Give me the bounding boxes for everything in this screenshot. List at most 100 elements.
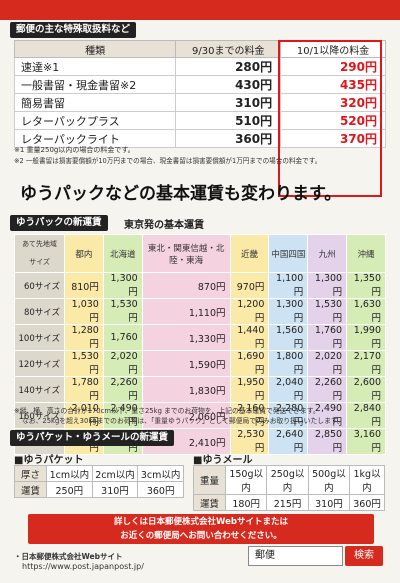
headline: ゆうパックなどの基本運賃も変わります。 — [20, 184, 342, 204]
yupack-note-2: なお、25kgを超え30kgまでのお荷物は、「重量ゆうパック」として郵便局でのみ… — [22, 417, 344, 425]
region-header: 中国四国 — [268, 234, 309, 273]
rate-cell: 1,630円 — [346, 298, 386, 325]
rate-cell: 1,780円 — [64, 376, 104, 403]
rate-row: 160サイズ 2,010円 2,490円 2,060円 2,160円 2,280円 2,49… — [14, 402, 386, 429]
packet-size: 2cm以内 — [91, 465, 139, 482]
size-label: 80サイズ — [14, 298, 65, 325]
top-header-bar — [0, 0, 400, 20]
fee-type: レターパックライト — [13, 129, 177, 148]
rate-cell: 1,990円 — [346, 324, 386, 351]
rate-cell: 810円 — [64, 272, 104, 299]
region-header: 北海道 — [102, 234, 143, 273]
corner-cell: あて先地域 サイズ — [14, 234, 65, 273]
rate-cell: 1,110円 — [141, 298, 231, 325]
rate-cell: 2,640円 — [268, 428, 309, 455]
mail-table: 重量 150g以内 250g以内 500g以内 1kg以内 運賃 180円 215円 310円… — [193, 465, 385, 511]
rate-cell: 870円 — [141, 272, 231, 299]
col-header-old: 9/30までの料金 — [175, 40, 282, 58]
region-header: 九州 — [307, 234, 348, 273]
mail-weight: 150g以内 — [224, 465, 268, 495]
fee-table: 種類 9/30までの料金 10/1以降の料金 速達※1 280円 290円 一般書留・… — [13, 40, 386, 148]
fee-old: 280円 — [175, 57, 282, 76]
region-header: 東北・関東信越・北陸・東海 — [141, 234, 231, 273]
rate-cell: 2,260円 — [102, 376, 143, 403]
corner-bottom-label: サイズ — [29, 258, 50, 266]
region-header: 都内 — [64, 234, 104, 273]
search-button[interactable]: 検索 — [345, 546, 383, 566]
yupack-rate-table: あて先地域 サイズ 都内 北海道 東北・関東信越・北陸・東海 近畿 中国四国 九州 沖縄 6… — [14, 234, 386, 455]
size-label: 120サイズ — [14, 350, 65, 377]
rate-cell: 2,840円 — [346, 402, 386, 429]
fee-note-2: ※2 一般書留は損害要償額が10万円までの場合、現金書留は損害要償額が1万円まで… — [14, 157, 322, 165]
fee-type: 一般書留・現金書留※2 — [13, 75, 177, 94]
packet-price: 250円 — [46, 481, 93, 498]
mail-weight: 250g以内 — [266, 465, 309, 495]
banner-line-1: 詳しくは日本郵便株式会社Webサイトまたは — [114, 517, 288, 527]
yupack-note-1: ※縦、横、高さの合計が170cm以下、重さ25kg までのお荷物を、上記の基本運… — [14, 407, 320, 415]
new-fee-highlight — [278, 40, 382, 197]
mail-weight: 500g以内 — [307, 465, 351, 495]
fee-row: レターパックライト 360円 370円 — [13, 129, 386, 148]
region-header: 近畿 — [229, 234, 270, 273]
size-label: 160サイズ — [14, 402, 65, 429]
fee-new: 435円 — [280, 75, 386, 94]
mail-price: 215円 — [266, 494, 309, 511]
packet-price: 360円 — [137, 481, 184, 498]
rate-cell: 1,350円 — [346, 272, 386, 299]
fee-note-1: ※1 重量250g以内の場合の料金です。 — [14, 146, 135, 154]
fee-new: 370円 — [280, 129, 386, 148]
size-label: 100サイズ — [14, 324, 65, 351]
rate-cell: 1,530円 — [64, 350, 104, 377]
packet-size: 1cm以内 — [46, 465, 93, 482]
packet-row-label-price: 運賃 — [14, 481, 47, 498]
footer-company: ・日本郵便株式会社Webサイト — [14, 552, 123, 561]
section-title-packet-mail: ゆうパケット・ゆうメールの新運賃 — [10, 430, 175, 446]
size-label: 60サイズ — [14, 272, 65, 299]
section-title-yupack: ゆうパックの新運賃 — [10, 215, 108, 231]
rate-cell: 1,530円 — [307, 298, 348, 325]
rate-cell: 2,850円 — [307, 428, 348, 455]
packet-size: 3cm以内 — [137, 465, 184, 482]
rate-cell: 1,760円 — [307, 324, 348, 351]
rate-cell: 1,590円 — [141, 350, 231, 377]
rate-cell: 1,100円 — [268, 272, 309, 299]
info-banner: 詳しくは日本郵便株式会社Webサイトまたは お近くの郵便局へお問い合わせください… — [28, 514, 374, 544]
rate-cell: 2,600円 — [346, 376, 386, 403]
rate-cell: 1,300円 — [102, 272, 143, 299]
rate-cell: 1,300円 — [268, 298, 309, 325]
fee-row: 一般書留・現金書留※2 430円 435円 — [13, 75, 386, 94]
mail-price: 180円 — [224, 494, 268, 511]
search-input[interactable]: 郵便 — [248, 546, 343, 566]
rate-cell: 1,330円 — [141, 324, 231, 351]
rate-cell: 2,280円 — [268, 402, 309, 429]
yupack-subtitle: 東京発の基本運賃 — [124, 220, 204, 231]
rate-cell: 1,830円 — [141, 376, 231, 403]
rate-cell: 2,530円 — [229, 428, 270, 455]
mail-price: 360円 — [349, 494, 385, 511]
rate-cell: 1,280円 — [64, 324, 104, 351]
packet-row-label-thickness: 厚さ — [14, 465, 47, 482]
rate-cell: 1,800円 — [268, 350, 309, 377]
fee-old: 310円 — [175, 93, 282, 112]
fee-row: 簡易書留 310円 320円 — [13, 93, 386, 112]
fee-type: 速達※1 — [13, 57, 177, 76]
footer-url[interactable]: https://www.post.japanpost.jp/ — [22, 562, 144, 571]
rate-cell: 1,690円 — [229, 350, 270, 377]
rate-cell: 970円 — [229, 272, 270, 299]
packet-price: 310円 — [91, 481, 139, 498]
packet-table: 厚さ 1cm以内 2cm以内 3cm以内 運賃 250円 310円 360円 — [14, 465, 184, 498]
col-header-type: 種類 — [13, 40, 177, 58]
rate-cell: 2,020円 — [307, 350, 348, 377]
rate-row: 80サイズ 1,030円 1,530円 1,110円 1,200円 1,300円 1,530… — [14, 298, 386, 325]
rate-row: 60サイズ 810円 1,300円 870円 970円 1,100円 1,300円 1,350… — [14, 272, 386, 299]
rate-cell: 2,020円 — [102, 350, 143, 377]
rate-cell: 1,530円 — [102, 298, 143, 325]
fee-old: 360円 — [175, 129, 282, 148]
rate-cell: 2,060円 — [141, 402, 231, 429]
fee-new: 520円 — [280, 111, 386, 130]
section-title-fees: 郵便の主な特殊取扱料など — [10, 22, 137, 38]
rate-cell: 1,200円 — [229, 298, 270, 325]
packet-title: ■ゆうパケット — [14, 455, 84, 466]
banner-line-2: お近くの郵便局へお問い合わせください。 — [120, 531, 282, 541]
mail-weight: 1kg以内 — [349, 465, 385, 495]
